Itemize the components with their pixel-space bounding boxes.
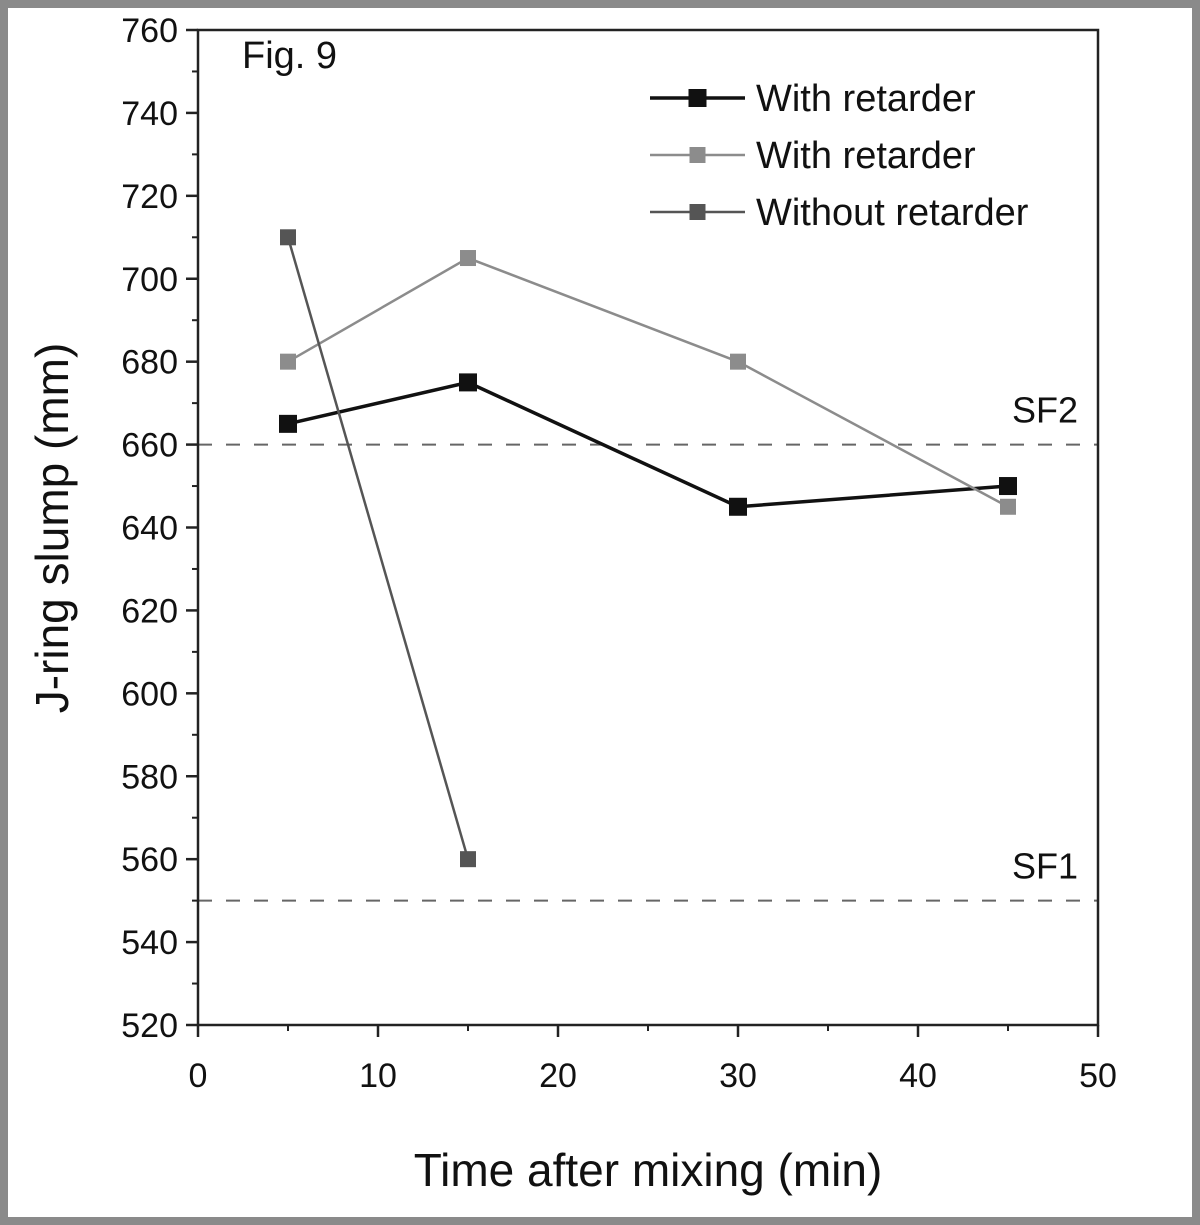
y-tick-label: 740 <box>121 95 178 133</box>
figure-label: Fig. 9 <box>242 35 337 77</box>
data-point-series-3 <box>460 851 476 868</box>
y-tick-label: 720 <box>121 178 178 216</box>
x-axis-title: Time after mixing (min) <box>414 1144 883 1196</box>
data-point-series-2 <box>280 353 296 370</box>
series-line-3 <box>286 236 470 860</box>
x-tick-label: 10 <box>359 1057 397 1095</box>
data-point-series-1 <box>459 373 477 392</box>
legend: With retarder With retarder Without retard… <box>650 78 1029 234</box>
legend-label-3: Without retarder <box>756 192 1029 234</box>
y-tick-label: 620 <box>121 592 178 630</box>
reference-label-sf2: SF2 <box>1012 390 1078 431</box>
legend-label-2: With retarder <box>756 135 976 177</box>
data-point-series-1 <box>999 477 1017 496</box>
reference-lines <box>198 443 1098 902</box>
y-axis-ticks: 520 540 560 580 600 620 640 660 680 700 720 740 760 <box>121 12 198 1045</box>
y-tick-label: 700 <box>121 261 178 299</box>
y-tick-label: 520 <box>121 1007 178 1045</box>
y-tick-label: 660 <box>121 427 178 465</box>
series-line-1 <box>287 380 1009 509</box>
plot-area-border <box>196 28 1100 1027</box>
y-tick-label: 600 <box>121 675 178 713</box>
series-line-2 <box>287 256 1009 508</box>
data-point-series-2 <box>460 250 476 267</box>
y-tick-label: 760 <box>121 12 178 50</box>
y-tick-label: 580 <box>121 758 178 796</box>
x-tick-label: 20 <box>539 1057 577 1095</box>
x-tick-label: 50 <box>1079 1057 1117 1095</box>
reference-labels: SF2 SF1 <box>1012 390 1078 887</box>
data-point-series-2 <box>730 353 746 370</box>
x-tick-label: 40 <box>899 1057 937 1095</box>
y-tick-label: 540 <box>121 924 178 962</box>
legend-marker-3 <box>689 204 706 220</box>
legend-label-1: With retarder <box>756 78 976 120</box>
y-tick-label: 560 <box>121 841 178 879</box>
reference-label-sf1: SF1 <box>1012 846 1078 887</box>
axes <box>196 28 1100 1027</box>
y-tick-label: 680 <box>121 344 178 382</box>
x-tick-label: 30 <box>719 1057 757 1095</box>
x-tick-label: 0 <box>189 1057 208 1095</box>
data-point-series-1 <box>279 414 297 433</box>
y-tick-label: 640 <box>121 510 178 548</box>
legend-marker-1 <box>688 89 707 107</box>
data-point-series-1 <box>729 497 747 516</box>
data-point-series-3 <box>280 229 296 246</box>
x-axis-ticks: 0 10 20 30 40 50 <box>189 1025 1117 1095</box>
legend-marker-2 <box>689 147 706 163</box>
series-layer <box>279 229 1017 868</box>
y-axis-title: J-ring slump (mm) <box>26 343 78 714</box>
data-point-series-2 <box>1000 498 1016 515</box>
